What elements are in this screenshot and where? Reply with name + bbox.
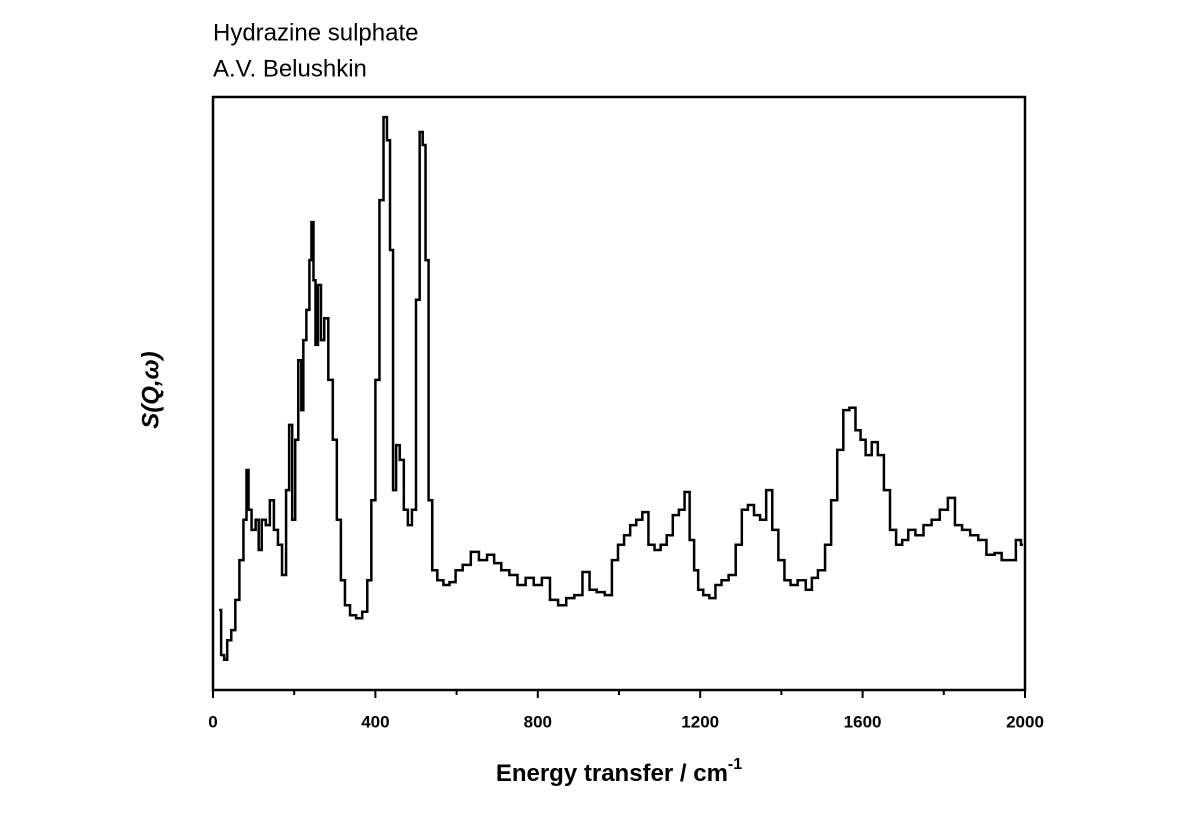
x-tick-label: 1600	[844, 712, 882, 731]
x-tick-label: 0	[208, 712, 217, 731]
x-tick-label: 1200	[681, 712, 719, 731]
chart-subtitle: A.V. Belushkin	[213, 55, 367, 82]
plot-frame	[211, 95, 1027, 692]
x-label-superscript: -1	[728, 756, 742, 773]
data-line	[219, 115, 1023, 662]
x-tick-label: 400	[361, 712, 389, 731]
x-axis-label: Energy transfer / cm-1	[496, 756, 742, 787]
x-tick-label: 2000	[1006, 712, 1044, 731]
x-tick-label: 800	[524, 712, 552, 731]
chart-title: Hydrazine sulphate	[213, 19, 418, 46]
y-axis-label: S(Q,ω)	[137, 351, 164, 428]
x-label-text: Energy transfer / cm	[496, 760, 728, 787]
